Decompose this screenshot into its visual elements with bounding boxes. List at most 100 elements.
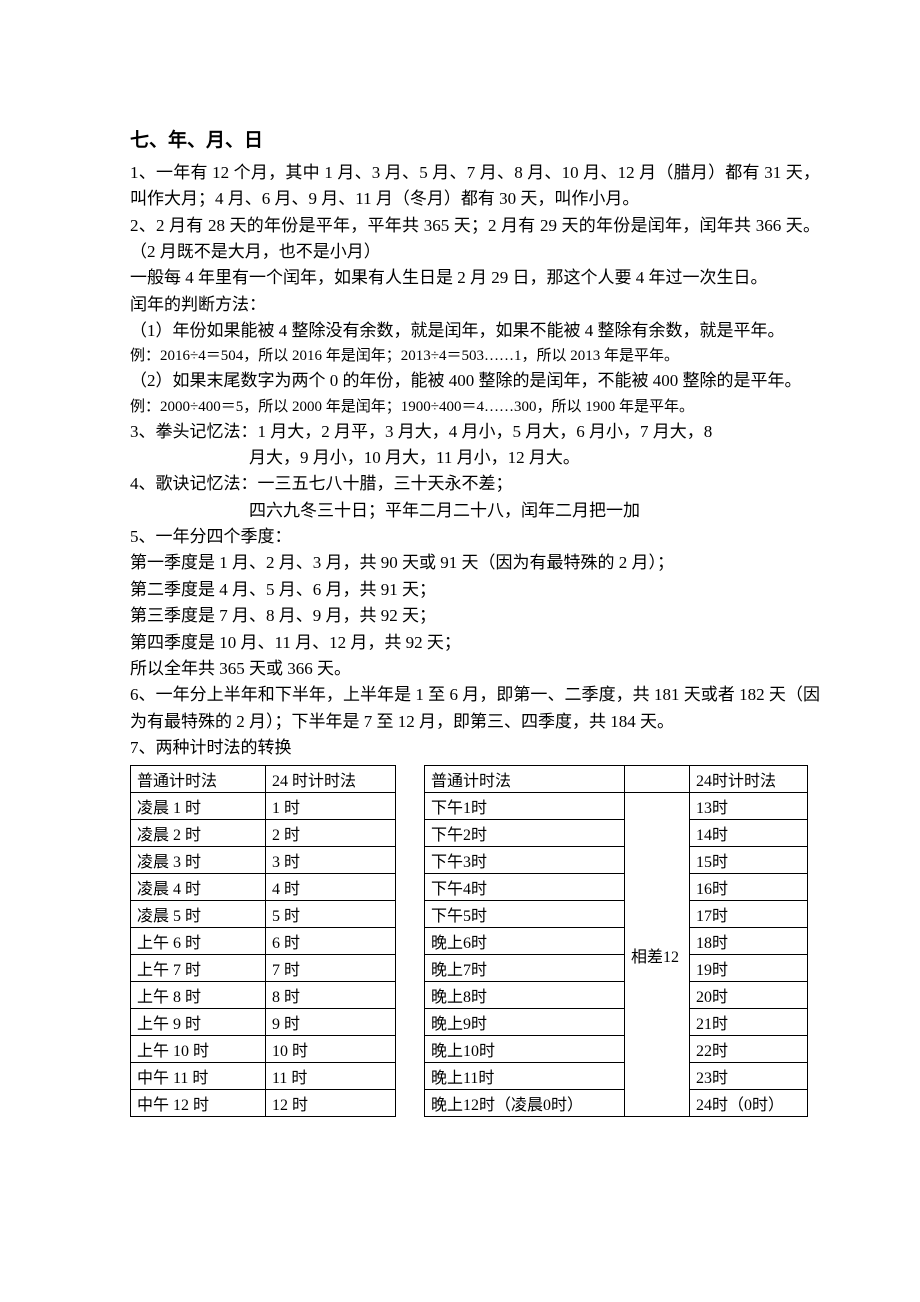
table-row: 晚上10时 22时 [425, 1036, 808, 1063]
table-cell: 7 时 [266, 955, 396, 982]
paragraph: 1、一年有 12 个月，其中 1 月、3 月、5 月、7 月、8 月、10 月、… [130, 160, 820, 213]
table-header: 普通计时法 [131, 766, 266, 793]
table-row: 上午 8 时8 时 [131, 982, 396, 1009]
table-cell: 晚上12时（凌晨0时） [425, 1090, 625, 1117]
table-cell: 1 时 [266, 793, 396, 820]
paragraph: 4、歌诀记忆法：一三五七八十腊，三十天永不差； [130, 471, 820, 497]
table-row: 中午 11 时11 时 [131, 1063, 396, 1090]
table-cell: 下午2时 [425, 820, 625, 847]
table-cell: 凌晨 4 时 [131, 874, 266, 901]
table-cell: 上午 6 时 [131, 928, 266, 955]
table-row: 晚上6时 18时 [425, 928, 808, 955]
table-cell: 晚上9时 [425, 1009, 625, 1036]
table-cell: 凌晨 2 时 [131, 820, 266, 847]
table-row: 上午 7 时7 时 [131, 955, 396, 982]
table-cell: 上午 10 时 [131, 1036, 266, 1063]
table-row: 晚上7时 19时 [425, 955, 808, 982]
table-row: 凌晨 5 时5 时 [131, 901, 396, 928]
table-cell: 中午 12 时 [131, 1090, 266, 1117]
table-cell: 4 时 [266, 874, 396, 901]
table-row: 晚上11时 23时 [425, 1063, 808, 1090]
paragraph-continuation: 月大，9 月小，10 月大，11 月小，12 月大。 [130, 445, 820, 471]
paragraph: 一般每 4 年里有一个闰年，如果有人生日是 2 月 29 日，那这个人要 4 年… [130, 265, 820, 291]
table-row: 下午1时相差1213时 [425, 793, 808, 820]
table-cell: 凌晨 5 时 [131, 901, 266, 928]
table-row: 中午 12 时12 时 [131, 1090, 396, 1117]
table-header: 24 时计时法 [266, 766, 396, 793]
paragraph: 7、两种计时法的转换 [130, 735, 820, 761]
table-cell: 晚上8时 [425, 982, 625, 1009]
table-cell: 14时 [690, 820, 808, 847]
paragraph: 第一季度是 1 月、2 月、3 月，共 90 天或 91 天（因为有最特殊的 2… [130, 550, 820, 576]
table-cell: 5 时 [266, 901, 396, 928]
table-row: 晚上8时 20时 [425, 982, 808, 1009]
table-row: 晚上9时 21时 [425, 1009, 808, 1036]
table-cell: 凌晨 3 时 [131, 847, 266, 874]
table-cell: 2 时 [266, 820, 396, 847]
table-row: 下午2时 14时 [425, 820, 808, 847]
table-row: 凌晨 2 时2 时 [131, 820, 396, 847]
table-cell: 21时 [690, 1009, 808, 1036]
table-cell: 上午 7 时 [131, 955, 266, 982]
document-page: 七、年、月、日 1、一年有 12 个月，其中 1 月、3 月、5 月、7 月、8… [0, 0, 920, 1177]
table-cell: 12 时 [266, 1090, 396, 1117]
table-cell: 上午 9 时 [131, 1009, 266, 1036]
table-header: 24时计时法 [690, 766, 808, 793]
paragraph: （1）年份如果能被 4 整除没有余数，就是闰年，如果不能被 4 整除有余数，就是… [130, 318, 820, 344]
paragraph-continuation: 四六九冬三十日；平年二月二十八，闰年二月把一加 [130, 498, 820, 524]
table-row: 凌晨 4 时4 时 [131, 874, 396, 901]
time-table-pm: 普通计时法 24时计时法 下午1时相差1213时下午2时14时下午3时15时下午… [424, 765, 808, 1117]
table-header: 普通计时法 [425, 766, 625, 793]
paragraph: 3、拳头记忆法：1 月大，2 月平，3 月大，4 月小，5 月大，6 月小，7 … [130, 419, 820, 445]
table-row: 下午5时17时 [425, 901, 808, 928]
time-table-am: 普通计时法 24 时计时法 凌晨 1 时1 时凌晨 2 时2 时凌晨 3 时3 … [130, 765, 396, 1117]
table-cell: 晚上6时 [425, 928, 625, 955]
table-cell: 10 时 [266, 1036, 396, 1063]
table-cell: 3 时 [266, 847, 396, 874]
table-row: 上午 9 时9 时 [131, 1009, 396, 1036]
table-cell: 13时 [690, 793, 808, 820]
section-title: 七、年、月、日 [130, 125, 820, 152]
table-cell: 中午 11 时 [131, 1063, 266, 1090]
table-cell: 15时 [690, 847, 808, 874]
table-cell: 17时 [690, 901, 808, 928]
table-cell: 6 时 [266, 928, 396, 955]
table-cell: 9 时 [266, 1009, 396, 1036]
paragraph: 闰年的判断方法： [130, 292, 820, 318]
table-row: 凌晨 1 时1 时 [131, 793, 396, 820]
table-cell: 凌晨 1 时 [131, 793, 266, 820]
tables-container: 普通计时法 24 时计时法 凌晨 1 时1 时凌晨 2 时2 时凌晨 3 时3 … [130, 765, 820, 1117]
table-cell: 18时 [690, 928, 808, 955]
paragraph: （2）如果末尾数字为两个 0 的年份，能被 400 整除的是闰年，不能被 400… [130, 368, 820, 394]
table-row: 凌晨 3 时3 时 [131, 847, 396, 874]
table-cell: 上午 8 时 [131, 982, 266, 1009]
paragraph: 第二季度是 4 月、5 月、6 月，共 91 天； [130, 577, 820, 603]
paragraph: 第四季度是 10 月、11 月、12 月，共 92 天； [130, 630, 820, 656]
paragraph: 2、2 月有 28 天的年份是平年，平年共 365 天；2 月有 29 天的年份… [130, 213, 820, 266]
table-row: 晚上12时（凌晨0时） 24时（0时） [425, 1090, 808, 1117]
table-row: 下午3时 15时 [425, 847, 808, 874]
table-cell: 23时 [690, 1063, 808, 1090]
table-cell: 晚上7时 [425, 955, 625, 982]
paragraph: 6、一年分上半年和下半年，上半年是 1 至 6 月，即第一、二季度，共 181 … [130, 682, 820, 735]
table-cell: 下午3时 [425, 847, 625, 874]
paragraph: 第三季度是 7 月、8 月、9 月，共 92 天； [130, 603, 820, 629]
paragraph: 所以全年共 365 天或 366 天。 [130, 656, 820, 682]
table-cell: 20时 [690, 982, 808, 1009]
table-cell: 下午1时 [425, 793, 625, 820]
table-cell: 24时（0时） [690, 1090, 808, 1117]
table-cell: 19时 [690, 955, 808, 982]
example-text: 例：2000÷400＝5，所以 2000 年是闰年；1900÷400＝4……30… [130, 395, 820, 419]
table-header [625, 766, 690, 793]
paragraph: 5、一年分四个季度： [130, 524, 820, 550]
table-cell: 晚上11时 [425, 1063, 625, 1090]
table-row: 下午4时 16时 [425, 874, 808, 901]
table-cell: 8 时 [266, 982, 396, 1009]
table-row: 上午 10 时10 时 [131, 1036, 396, 1063]
table-cell: 下午4时 [425, 874, 625, 901]
table-cell: 晚上10时 [425, 1036, 625, 1063]
table-cell: 16时 [690, 874, 808, 901]
example-text: 例：2016÷4＝504，所以 2016 年是闰年；2013÷4＝503……1，… [130, 344, 820, 368]
table-cell: 22时 [690, 1036, 808, 1063]
table-cell-merged: 相差12 [625, 793, 690, 1117]
